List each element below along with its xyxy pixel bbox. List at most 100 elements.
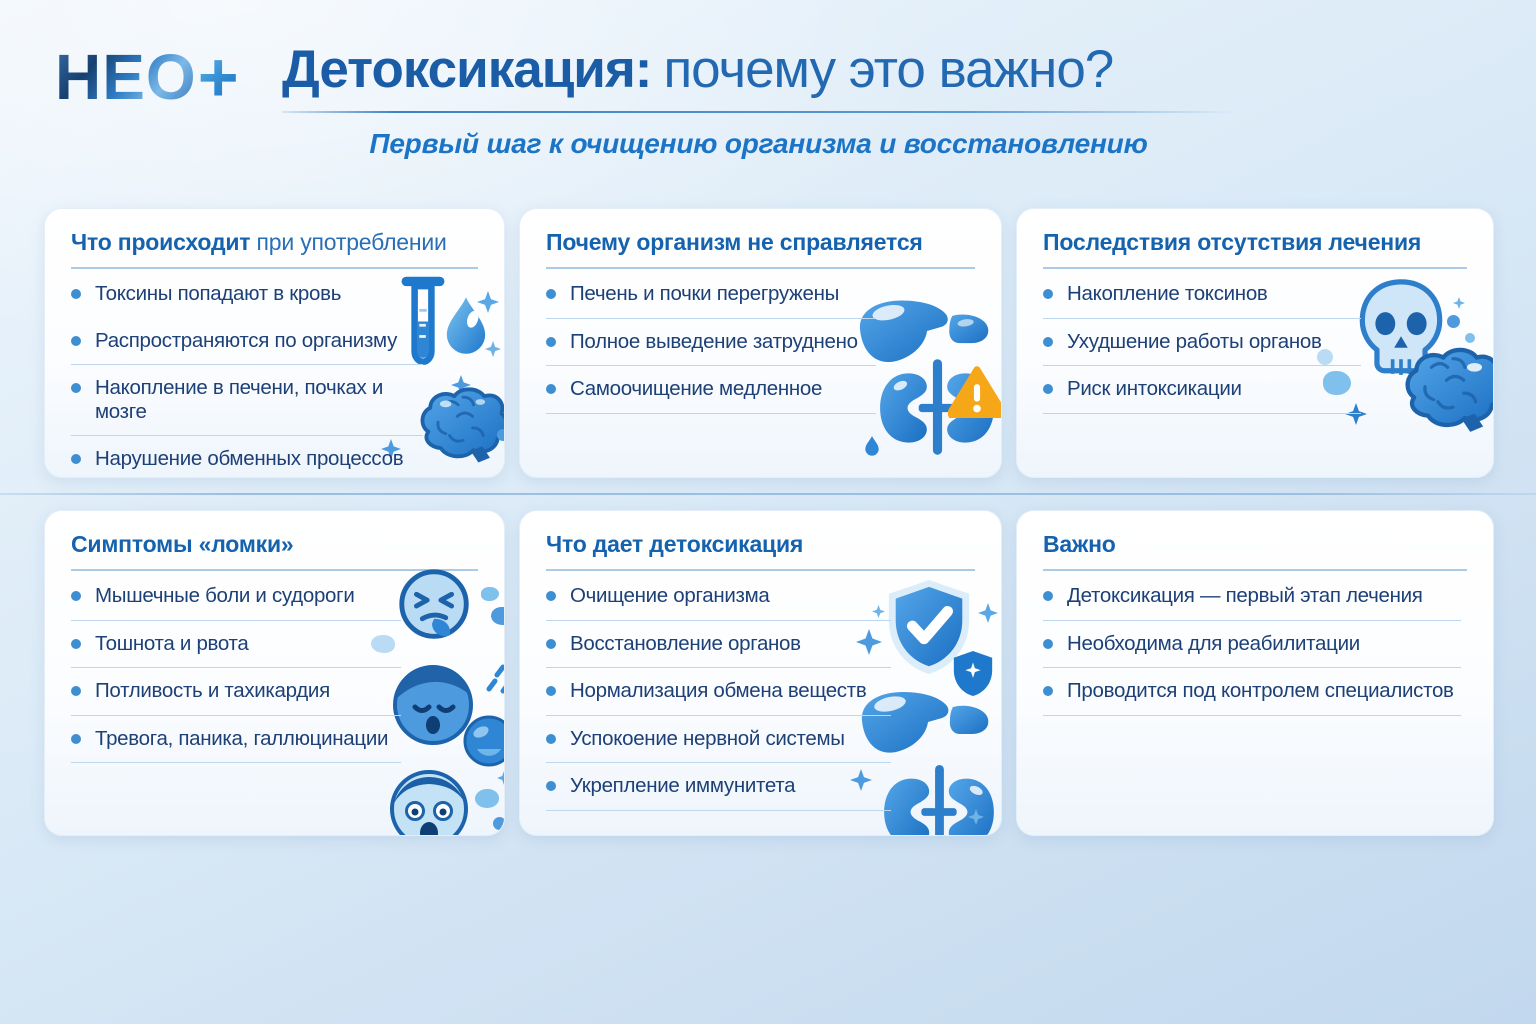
list-item: Токсины попадают в кровь [71,271,423,318]
bullet-dot [1043,289,1053,299]
list-item-text: Восстановление органов [570,631,801,655]
page-subtitle: Первый шаг к очищению организма и восста… [369,128,1148,160]
list-item: Потливость и тахикардия [71,668,401,716]
skull-icon [1359,279,1443,375]
card-title-bold: Важно [1043,531,1116,557]
logo-plus-icon: + [197,38,239,116]
card-title: Почему организм не справляется [546,229,975,269]
bubble-icon [481,587,499,601]
card-what-happens: Что происходит при употреблении Токсины … [44,208,505,478]
card-title-bold: Что дает детоксикация [546,531,804,557]
sparkle-icon [485,341,501,357]
bullet-dot [71,335,81,346]
sparkle-icon [477,291,499,313]
bullet-dot [546,781,556,792]
list-item: Полное выведение затруднено [546,319,876,367]
sparkle-icon [978,603,998,623]
bullet-dot [71,289,81,299]
liver-icon [859,300,989,363]
header: Детоксикация: почему это важно? Первый ша… [282,40,1235,160]
list-item: Необходима для реабилитации [1043,621,1461,669]
bullet-dot [71,454,81,465]
card-title: Что дает детоксикация [546,531,975,571]
kidneys-icon [880,359,994,455]
warning-triangle-icon [948,366,1001,418]
brain-icon [1405,347,1493,432]
water-drop-icon [446,297,486,354]
bullet-dot [1043,591,1053,601]
bullet-dot [546,289,556,299]
bullet-dot [1043,638,1053,649]
list-item: Успокоение нервной системы [546,716,891,764]
list-item-text: Мышечные боли и судороги [95,584,355,607]
list-item-text: Ухудшение работы органов [1067,329,1322,353]
bubble-icon [497,429,504,441]
list-item-text: Потливость и тахикардия [95,679,330,703]
sparkle-icon [497,771,504,785]
list-item: Накопление токсинов [1043,271,1361,319]
shield-check-icon [888,580,970,675]
bullet-dot [1043,384,1053,395]
title-divider [282,111,1235,114]
bubble-icon [1465,333,1475,343]
list-item-text: Тошнота и рвота [95,631,249,655]
page-title-rest: почему это важно? [663,40,1114,99]
bubble-icon [475,789,499,808]
card-detox-benefits: Что дает детоксикация Очищение организма… [519,510,1002,836]
water-drop-icon [865,436,879,456]
list-item: Мышечные боли и судороги [71,573,401,621]
bullet-list: Детоксикация — первый этап лечения Необх… [1043,573,1461,716]
list-item: Тошнота и рвота [71,621,401,669]
logo: НЕО+ [55,42,239,112]
card-title-bold: Почему организм не справляется [546,229,923,255]
list-item-text: Токсины попадают в кровь [95,282,342,305]
brain-icon [420,387,504,463]
sweating-face-icon [393,665,473,745]
card-withdrawal-symptoms: Симптомы «ломки» Мышечные боли и судорог… [44,510,505,836]
bullet-dot [71,733,81,744]
list-item-text: Тревога, паника, галлюцинации [95,726,389,750]
list-item: Очищение организма [546,573,891,621]
list-item: Ухудшение работы органов [1043,319,1361,367]
list-item-text: Распространяются по организму [95,328,398,352]
bullet-dot [546,638,556,649]
bullet-list: Токсины попадают в кровь Распространяютс… [71,271,423,477]
bubble-icon [493,817,504,830]
list-item-text: Нормализация обмена веществ [570,679,867,703]
list-item: Самоочищение медленное [546,366,876,414]
bullet-list: Накопление токсинов Ухудшение работы орг… [1043,271,1361,414]
bullet-dot [1043,336,1053,347]
list-item-text: Самоочищение медленное [570,377,823,401]
list-item-text: Проводится под контролем специалистов [1067,679,1454,703]
card-why-body-fails: Почему организм не справляется Печень и … [519,208,1002,478]
list-item: Накопление в печени, почках и мозге [71,365,423,437]
card-title: Что происходит при употреблении [71,229,478,269]
list-item-text: Полное выведение затруднено [570,329,858,353]
sparkle-icon [451,375,471,395]
list-item-text: Накопление токсинов [1067,282,1268,305]
page-title-bold: Детоксикация: [282,40,652,99]
bullet-list: Печень и почки перегружены Полное выведе… [546,271,876,414]
list-item-text: Риск интоксикации [1067,377,1242,401]
card-title: Симптомы «ломки» [71,531,478,571]
page-title: Детоксикация: почему это важно? [282,40,1235,99]
sweat-marks-icon [486,664,504,694]
card-consequences: Последствия отсутствия лечения Накоплени… [1016,208,1494,478]
card-title-bold: Последствия отсутствия лечения [1043,229,1422,255]
card-title-rest: при употреблении [250,229,447,255]
card-title-bold: Что происходит [71,229,251,255]
bullet-dot [71,638,81,649]
list-item-text: Печень и почки перегружены [570,282,840,305]
drop-ball-icon [463,715,504,767]
list-item-text: Успокоение нервной системы [570,726,845,750]
list-item: Тревога, паника, галлюцинации [71,716,401,764]
bullet-dot [546,591,556,601]
nausea-face-icon [399,569,469,639]
bullet-dot [546,733,556,744]
bullet-dot [71,383,81,394]
bullet-dot [546,384,556,395]
list-item-text: Необходима для реабилитации [1067,631,1360,655]
bullet-dot [71,686,81,697]
bullet-list: Очищение организма Восстановление органо… [546,573,891,811]
